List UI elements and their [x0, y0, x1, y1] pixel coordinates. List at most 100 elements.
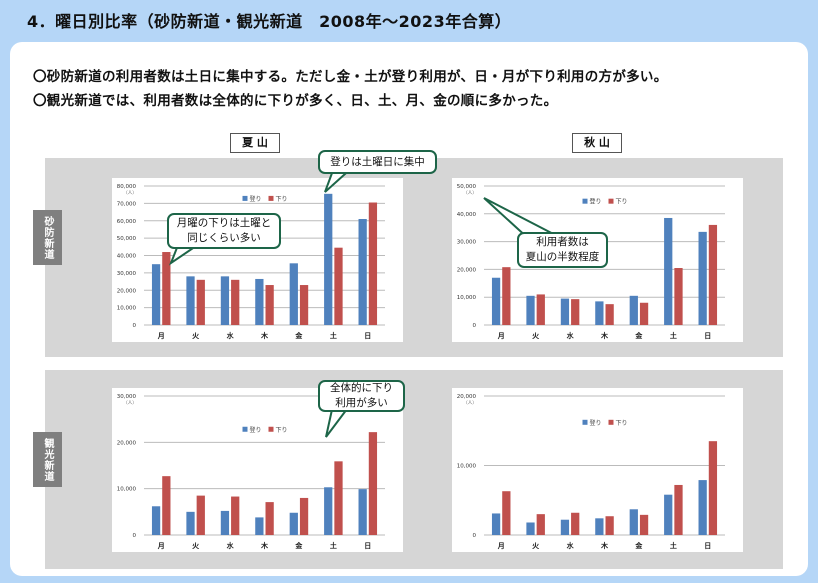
x-tick-label: 土	[670, 331, 677, 340]
bar-down	[265, 285, 274, 325]
bar-down	[368, 202, 378, 325]
bar-down	[299, 497, 309, 535]
summary-line-1: 〇砂防新道の利用者数は土日に集中する。ただし金・土が登り利用が、日・月が下り利用…	[33, 69, 668, 85]
y-tick-label: 10,000	[457, 295, 477, 301]
x-tick-label: 水	[567, 541, 575, 550]
bar-up	[151, 506, 161, 535]
bar-up	[186, 276, 195, 325]
legend-label: 下り	[276, 196, 288, 203]
x-tick-label: 金	[294, 541, 303, 550]
x-tick-label: 日	[364, 332, 371, 340]
bar-down	[502, 267, 511, 325]
row-label-sabo: 砂防新道	[33, 210, 62, 265]
bar-up	[151, 264, 161, 325]
bar-down	[571, 512, 580, 535]
bar-up	[664, 494, 673, 535]
callout-text: 夏山の半数程度	[525, 251, 600, 263]
column-header-autumn: 秋 山	[572, 133, 622, 153]
x-tick-label: 土	[330, 331, 337, 340]
legend-swatch	[582, 198, 588, 204]
bar-up	[186, 511, 195, 535]
bar-down	[639, 514, 649, 535]
callout-text: 利用者数は	[536, 236, 589, 248]
bar-down	[674, 484, 683, 535]
x-tick-label: 水	[227, 541, 235, 550]
y-tick-label: 0	[133, 533, 137, 539]
x-tick-label: 金	[294, 331, 303, 340]
y-tick-label: 50,000	[457, 184, 477, 190]
bar-up	[324, 487, 333, 535]
callout-half-of-summer: 利用者数は夏山の半数程度	[517, 232, 608, 268]
bar-down	[368, 432, 378, 535]
bar-up	[629, 509, 638, 535]
x-tick-label: 木	[260, 541, 269, 550]
chart-sabo-summer: 0 10,000 20,000 30,000 40,000 50,000 60,000 70,…	[112, 178, 403, 342]
bar-down	[265, 502, 274, 535]
bar-up	[698, 231, 707, 325]
x-tick-label: 月	[157, 542, 165, 550]
bar-up	[358, 489, 367, 535]
bar-down	[708, 224, 718, 325]
callout-text: 同じくらい多い	[187, 232, 261, 244]
bar-up	[595, 518, 604, 535]
legend-swatch	[608, 198, 614, 204]
chart-sabo-autumn: 0 10,000 20,000 30,000 40,000 50,000 （人） 月 火 水 木 金 土…	[452, 178, 743, 342]
bar-up	[698, 480, 707, 535]
y-tick-label: 10,000	[117, 306, 137, 312]
callout-text: 月曜の下りは土曜と	[176, 217, 272, 229]
x-tick-label: 木	[260, 331, 269, 340]
y-tick-label: 40,000	[457, 212, 477, 218]
legend-swatch	[242, 426, 248, 432]
x-tick-label: 月	[157, 332, 165, 340]
legend-swatch	[582, 419, 588, 425]
y-tick-label: 0	[133, 323, 137, 329]
x-tick-label: 月	[497, 542, 505, 550]
bar-up	[220, 510, 230, 535]
bar-down	[708, 441, 718, 535]
bar-up	[289, 512, 298, 535]
y-tick-label: 10,000	[457, 464, 477, 470]
legend-label: 登り	[250, 426, 262, 434]
x-tick-label: 日	[364, 542, 371, 550]
legend-swatch	[268, 426, 274, 432]
y-tick-label: 20,000	[457, 267, 477, 273]
summary-line-2: 〇観光新道では、利用者数は全体的に下りが多く、日、土、月、金の順に多かった。	[33, 93, 558, 109]
bar-down	[231, 496, 240, 535]
y-tick-label: 80,000	[117, 184, 137, 190]
x-tick-label: 火	[192, 332, 200, 340]
callout-monday-descent: 月曜の下りは土曜と 同じくらい多い	[167, 213, 281, 249]
y-tick-label: 60,000	[117, 219, 137, 225]
bar-down	[605, 516, 614, 535]
x-tick-label: 木	[600, 541, 609, 550]
bar-up	[289, 263, 298, 325]
x-tick-label: 火	[192, 542, 200, 550]
callout-saturday-ascent: 登りは土曜日に集中	[318, 150, 437, 174]
bar-down	[674, 268, 683, 325]
x-tick-label: 日	[704, 542, 711, 550]
bar-down	[162, 252, 171, 325]
bar-up	[664, 217, 673, 325]
bar-down	[162, 476, 171, 535]
legend-label: 下り	[616, 199, 628, 206]
x-tick-label: 日	[704, 332, 711, 340]
bar-up	[255, 278, 264, 325]
y-tick-label: 0	[473, 323, 477, 329]
bar-up	[560, 298, 570, 325]
x-tick-label: 木	[600, 331, 609, 340]
y-unit-label: （人）	[123, 190, 137, 196]
bar-down	[196, 495, 205, 535]
callout-text: 全体的に下り	[330, 382, 393, 394]
y-tick-label: 70,000	[117, 201, 137, 207]
bar-down	[196, 279, 205, 325]
y-tick-label: 30,000	[457, 240, 477, 246]
y-tick-label: 50,000	[117, 236, 137, 242]
chart-kanko-autumn: 0 10,000 20,000 （人） 月 火 水 木 金 土 日 登り 下り	[452, 388, 743, 552]
legend-label: 下り	[276, 427, 288, 434]
x-tick-label: 土	[670, 541, 677, 550]
bar-down	[334, 461, 343, 535]
y-unit-label: （人）	[123, 400, 137, 406]
x-tick-label: 火	[532, 332, 540, 340]
callout-text: 利用が多い	[335, 397, 388, 409]
y-tick-label: 20,000	[117, 288, 137, 294]
